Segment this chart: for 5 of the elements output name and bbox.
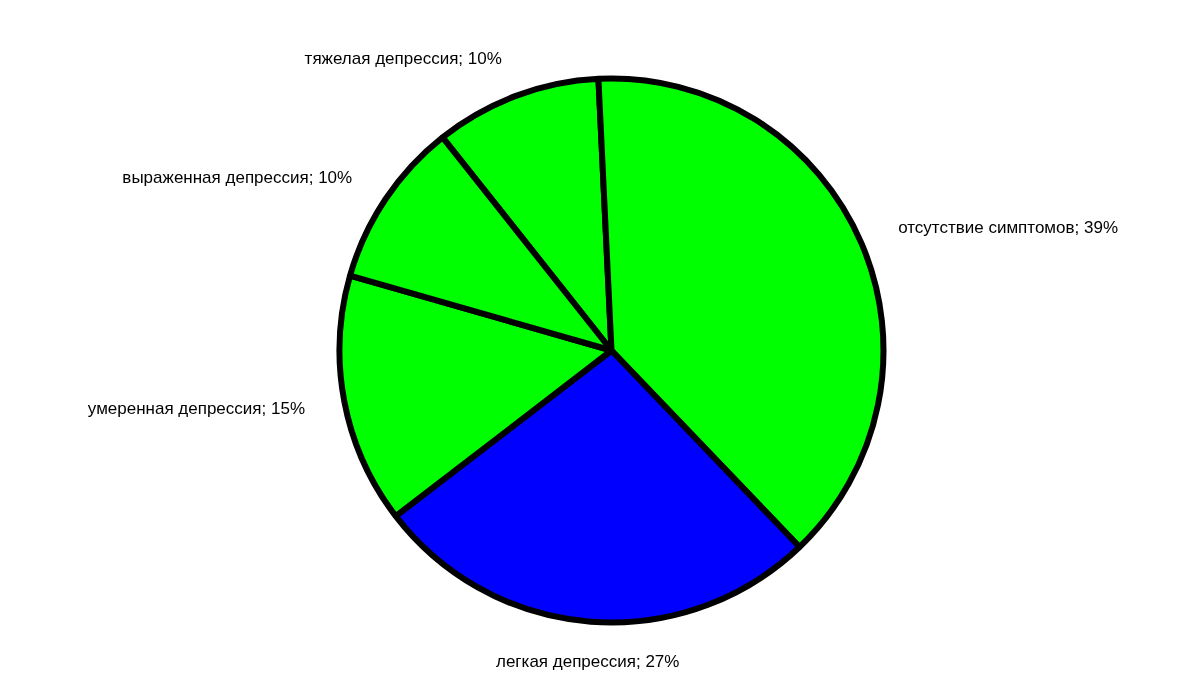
slice-label: выраженная депрессия; 10% (122, 167, 353, 187)
slice-label: умеренная депрессия; 15% (87, 399, 306, 419)
slice-label: тяжелая депрессия; 10% (304, 48, 502, 68)
slice-label: отсутствие симптомов; 39% (898, 217, 1119, 237)
slice-label: легкая депрессия; 27% (496, 652, 680, 672)
